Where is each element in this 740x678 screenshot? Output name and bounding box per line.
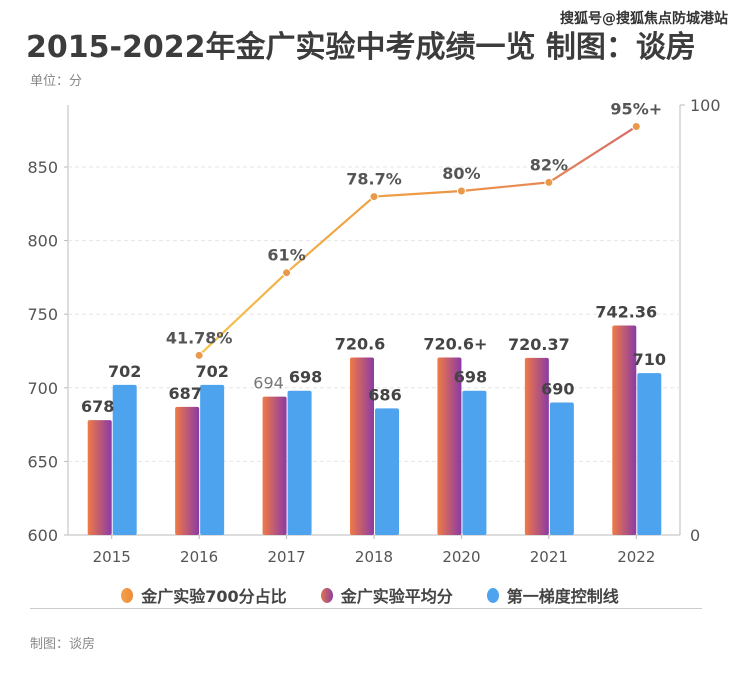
- bar-control-line-label: 702: [195, 362, 228, 381]
- line-ratio-label: 80%: [442, 164, 480, 183]
- bar-control-line-label: 690: [541, 380, 574, 399]
- legend-item-average[interactable]: 金广实验平均分: [320, 583, 453, 607]
- left-axis-tick-label: 650: [27, 452, 58, 471]
- x-axis-tick-label: 2018: [355, 548, 393, 566]
- bar-average: [175, 406, 200, 535]
- x-axis-tick-label: 2015: [93, 548, 131, 566]
- bar-average: [87, 420, 112, 535]
- bar-average-label: 720.37: [508, 335, 570, 354]
- bar-control-line-label: 710: [633, 350, 666, 369]
- right-axis-tick-label: 100: [690, 96, 721, 115]
- bar-control-line-label: 698: [454, 368, 487, 387]
- line-ratio-point: [194, 350, 204, 360]
- line-ratio-label: 61%: [267, 246, 305, 265]
- watermark: 搜狐号@搜狐焦点防城港站: [560, 11, 728, 27]
- line-ratio-label: 41.78%: [166, 328, 233, 347]
- x-axis-tick-label: 2022: [617, 548, 655, 566]
- x-axis-tick-label: 2017: [267, 548, 305, 566]
- line-ratio-point: [369, 192, 379, 202]
- bar-average-label: 687: [168, 384, 201, 403]
- x-axis-tick-label: 2020: [442, 548, 480, 566]
- line-ratio-point: [631, 122, 641, 131]
- bar-control-line: [462, 390, 487, 535]
- legend-item-ratio[interactable]: 金广实验700分占比: [121, 583, 287, 607]
- bar-average: [524, 357, 549, 535]
- right-axis-tick-label: 0: [690, 526, 700, 545]
- bar-average: [262, 396, 287, 535]
- bar-control-line: [200, 384, 225, 535]
- left-axis-tick-label: 750: [27, 305, 58, 324]
- bar-control-line: [549, 402, 574, 535]
- legend-swatch-control-line: [486, 587, 499, 603]
- bar-average-label: 678: [81, 397, 114, 416]
- legend-label-control-line: 第一梯度控制线: [506, 587, 619, 606]
- legend: 金广实验700分占比 金广实验平均分 第一梯度控制线: [0, 583, 740, 607]
- legend-swatch-ratio: [121, 587, 134, 603]
- bar-average: [437, 357, 462, 535]
- legend-label-ratio: 金广实验700分占比: [141, 587, 287, 606]
- bar-control-line-label: 698: [289, 368, 322, 387]
- left-axis-tick-label: 850: [27, 158, 58, 177]
- line-ratio-point: [544, 177, 554, 187]
- x-axis-tick-label: 2021: [530, 548, 568, 566]
- bar-control-line: [637, 373, 662, 535]
- line-ratio-label: 82%: [530, 155, 568, 174]
- bar-average: [350, 357, 374, 535]
- line-ratio-label: 95%+: [610, 100, 662, 119]
- line-ratio: [198, 125, 637, 357]
- bar-control-line: [375, 408, 399, 535]
- line-ratio-point: [456, 186, 466, 196]
- bar-average-label: 720.6+: [423, 334, 487, 353]
- left-axis-tick-label: 800: [27, 232, 58, 251]
- bar-control-line: [287, 390, 312, 535]
- legend-swatch-average: [320, 587, 333, 603]
- bar-control-line-label: 702: [108, 362, 141, 381]
- bar-average-label: 742.36: [595, 302, 657, 321]
- bar-average: [612, 325, 637, 535]
- legend-item-control-line[interactable]: 第一梯度控制线: [486, 583, 619, 607]
- x-axis-tick-label: 2016: [180, 548, 218, 566]
- divider: [30, 608, 702, 609]
- legend-label-average: 金广实验平均分: [340, 587, 453, 606]
- left-axis-tick-label: 600: [27, 526, 58, 545]
- left-axis-tick-label: 700: [27, 379, 58, 398]
- chart: 600 650 700 750 800 850 0 100 2015 2016 2017 2018 20…: [27, 96, 721, 566]
- chart-title: 2015-2022年金广实验中考成绩一览 制图：谈房: [26, 30, 696, 65]
- bar-control-line: [112, 384, 137, 535]
- line-ratio-point: [282, 268, 292, 278]
- bar-control-line-label: 686: [368, 385, 401, 404]
- credit-text: 制图：谈房: [30, 637, 96, 652]
- bar-average-label: 720.6: [335, 334, 386, 353]
- unit-label: 单位：分: [30, 74, 83, 89]
- bar-average-label: 694: [253, 374, 284, 393]
- line-ratio-label: 78.7%: [346, 170, 402, 189]
